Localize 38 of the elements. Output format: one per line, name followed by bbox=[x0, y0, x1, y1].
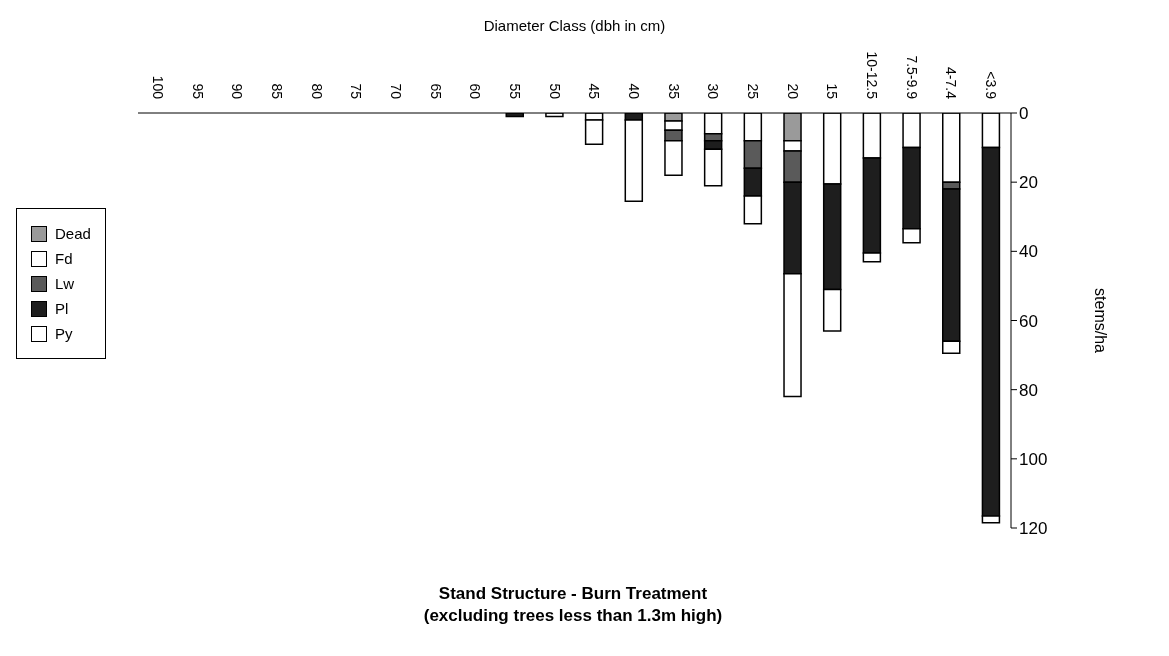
x-tick-label: 70 bbox=[387, 83, 404, 100]
x-tick-label: 50 bbox=[546, 83, 563, 100]
legend-label: Pl bbox=[55, 300, 69, 317]
text: (excluding trees less than 1.3m high) bbox=[422, 605, 724, 627]
legend-label: Fd bbox=[55, 250, 73, 267]
x-tick-label: 35 bbox=[665, 83, 682, 100]
y-tick-label: 100 bbox=[1019, 449, 1048, 469]
x-axis-title: Diameter Class (dbh in cm) bbox=[483, 16, 666, 34]
x-tick-label: 65 bbox=[427, 83, 444, 100]
legend-label: Py bbox=[55, 325, 73, 342]
text: Stand Structure - Burn Treatment bbox=[437, 583, 709, 605]
y-tick-label: 120 bbox=[1019, 519, 1048, 539]
x-tick-label: 95 bbox=[189, 83, 206, 100]
x-tick-label: 45 bbox=[586, 83, 603, 100]
y-tick-label: 60 bbox=[1019, 311, 1038, 331]
y-tick-label: 80 bbox=[1019, 380, 1038, 400]
x-tick-label: 25 bbox=[745, 83, 762, 100]
x-tick-label: 4-7.4 bbox=[943, 67, 960, 100]
y-tick-label: 20 bbox=[1019, 173, 1038, 193]
y-tick-label: 40 bbox=[1019, 242, 1038, 262]
x-tick-label: 10-12.5 bbox=[864, 51, 881, 100]
x-tick-label: 55 bbox=[506, 83, 523, 100]
legend-label: Lw bbox=[55, 275, 75, 292]
x-tick-label: 60 bbox=[467, 83, 484, 100]
x-tick-label: 75 bbox=[348, 83, 365, 100]
x-tick-label: 85 bbox=[268, 83, 285, 100]
x-tick-label: <3.9 bbox=[983, 71, 1000, 100]
x-tick-label: 15 bbox=[824, 83, 841, 100]
y-tick-label: 0 bbox=[1019, 104, 1029, 124]
legend-label: Dead bbox=[55, 225, 91, 242]
x-tick-label: 90 bbox=[229, 83, 246, 100]
x-tick-label: 80 bbox=[308, 83, 325, 100]
x-tick-label: 30 bbox=[705, 83, 722, 100]
x-tick-label: 7.5-9.9 bbox=[903, 55, 920, 100]
x-tick-label: 20 bbox=[784, 83, 801, 100]
y-axis-title: stems/ha bbox=[1092, 288, 1110, 354]
x-tick-label: 100 bbox=[149, 75, 166, 100]
x-tick-label: 40 bbox=[626, 83, 643, 100]
